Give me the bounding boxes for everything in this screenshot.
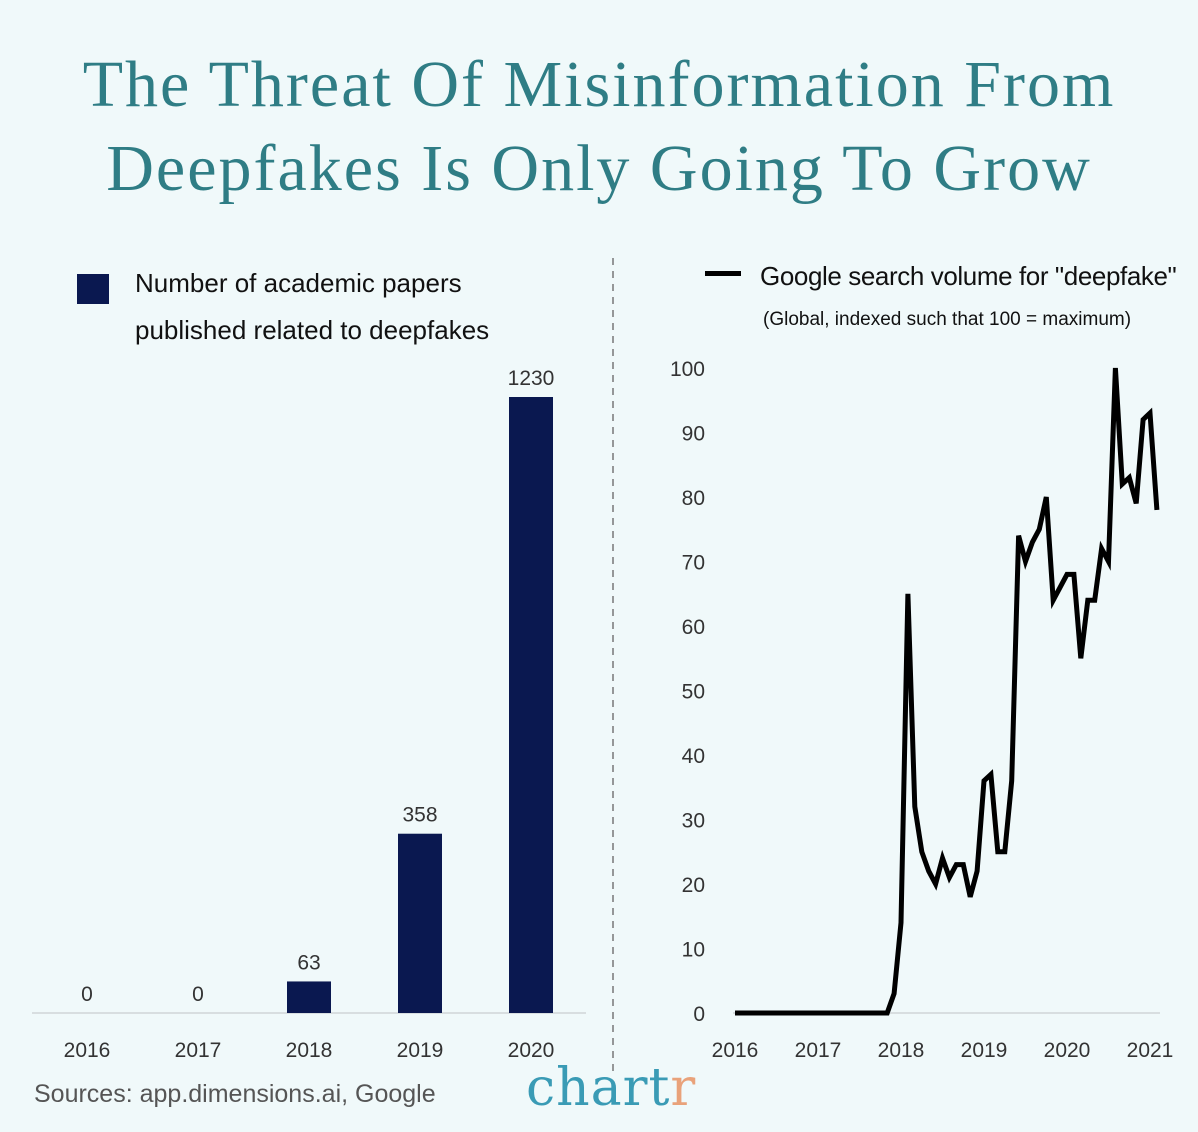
bar-x-tick-label: 2020 (508, 1039, 555, 1062)
line-x-tick-label: 2018 (878, 1039, 925, 1062)
line-y-tick-label: 50 (682, 681, 705, 704)
line-y-tick-label: 60 (682, 616, 705, 639)
line-y-tick-label: 100 (670, 358, 705, 381)
line-y-tick-label: 0 (693, 1003, 705, 1026)
search-volume-line (735, 367, 1160, 1016)
line-x-tick-label: 2016 (712, 1039, 759, 1062)
line-x-tick-label: 2020 (1044, 1039, 1091, 1062)
bar-x-tick-label: 2016 (64, 1039, 111, 1062)
source-text: Sources: app.dimensions.ai, Google (34, 1080, 436, 1108)
line-x-tick-label: 2021 (1127, 1039, 1174, 1062)
bar-data-label: 1230 (508, 367, 555, 390)
line-y-tick-label: 10 (682, 939, 705, 962)
line-y-tick-label: 20 (682, 874, 705, 897)
bar-legend-line1: Number of academic papers (135, 268, 462, 298)
line-y-tick-label: 80 (682, 487, 705, 510)
title-line-1: The Threat Of Misinformation From (82, 48, 1116, 121)
line-x-tick-label: 2017 (795, 1039, 842, 1062)
line-y-tick-label: 30 (682, 810, 705, 833)
line-legend-line2: (Global, indexed such that 100 = maximum… (763, 309, 1132, 330)
line-legend-swatch (705, 271, 741, 276)
bar-data-label: 63 (297, 951, 320, 974)
bar-data-label: 358 (402, 804, 437, 827)
line-x-tick-label: 2019 (961, 1039, 1008, 1062)
chartr-logo: chartr (526, 1058, 696, 1118)
logo-accent: r (670, 1058, 697, 1118)
line-y-tick-label: 90 (682, 423, 705, 446)
logo-main: chart (526, 1058, 671, 1118)
line-y-tick-label: 40 (682, 745, 705, 768)
bar-x-tick-label: 2018 (286, 1039, 333, 1062)
title-line-2: Deepfakes Is Only Going To Grow (106, 132, 1092, 205)
bar-legend-swatch (77, 274, 109, 304)
bar-x-tick-label: 2019 (397, 1039, 444, 1062)
bar-legend-line2: published related to deepfakes (135, 315, 490, 345)
bar-x-tick-label: 2017 (175, 1039, 222, 1062)
bar-data-label: 0 (192, 983, 204, 1006)
line-legend-line1: Google search volume for "deepfake" (760, 261, 1177, 291)
line-y-tick-label: 70 (682, 552, 705, 575)
bar-data-label: 0 (81, 983, 93, 1006)
bar-2019 (398, 833, 442, 1013)
bar-2020 (509, 397, 553, 1013)
bar-2018 (287, 981, 331, 1013)
